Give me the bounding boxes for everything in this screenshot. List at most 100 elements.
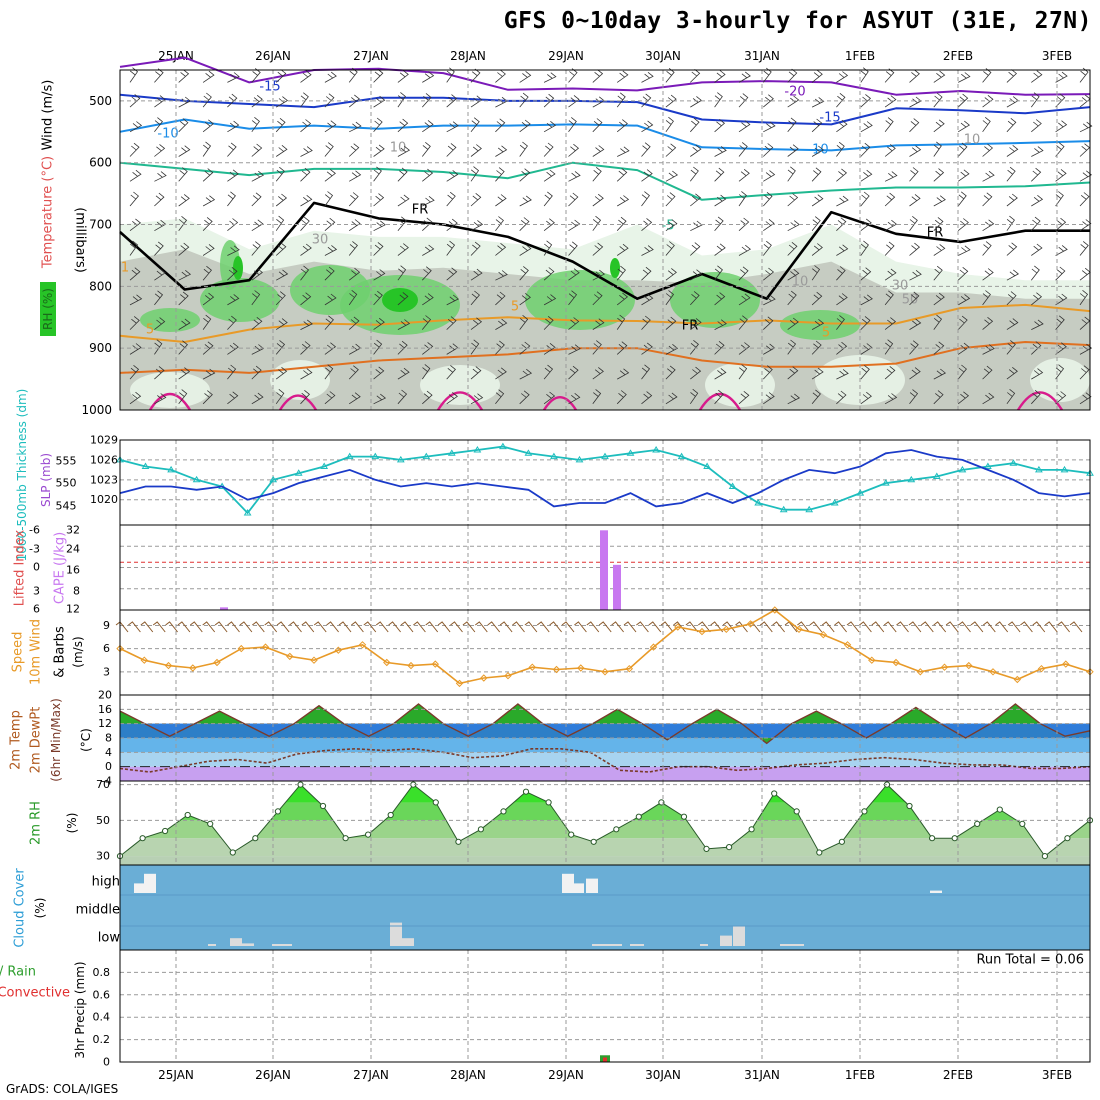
wind-barb <box>324 245 338 256</box>
side-label-rh: RH (%) <box>41 288 55 330</box>
rh2m-marker <box>522 788 530 795</box>
wind-barb <box>763 218 775 232</box>
wind-speed-marker <box>334 646 343 654</box>
wind-barb <box>446 240 456 256</box>
wind-barb <box>1006 291 1017 306</box>
wind-barb <box>738 315 748 330</box>
wind-barb <box>275 117 286 133</box>
wind-barb <box>714 194 727 207</box>
rh2m-marker <box>1019 820 1026 828</box>
thickness-marker <box>575 455 584 463</box>
contour-label: 5 <box>822 326 830 341</box>
wind-barb <box>129 142 140 157</box>
wind-barb <box>154 117 163 133</box>
wind-barb <box>1079 343 1093 355</box>
wind-barb <box>519 217 530 231</box>
wind-barb <box>738 293 751 306</box>
wind-barb <box>495 194 507 207</box>
wind-barb <box>811 118 823 133</box>
wind-barb <box>641 169 653 182</box>
wind-speed-marker <box>358 641 367 649</box>
rh2m-tick-label: 30 <box>96 850 110 863</box>
wind-barb <box>811 194 824 207</box>
wind-barb <box>763 191 773 207</box>
rh2m-marker <box>590 838 597 845</box>
pressure-tick-label: 800 <box>89 279 112 293</box>
temp-tick-label: 20 <box>98 689 112 702</box>
wind-speed-marker <box>868 656 876 664</box>
wind-barb <box>178 242 190 256</box>
wind-barb <box>763 365 773 380</box>
wind-barb <box>836 369 849 380</box>
cloud-low-trace <box>592 944 622 946</box>
slp-tick-label: 1023 <box>90 473 118 486</box>
wind-barb <box>129 67 139 83</box>
wind-barb <box>811 69 823 83</box>
rh-dry-pocket-2 <box>420 365 500 405</box>
bottom-day-label-27JAN: 27JAN <box>353 1068 389 1082</box>
wind-speed-marker <box>140 656 149 664</box>
top-day-label-2FEB: 2FEB <box>943 49 973 63</box>
wind-speed-marker <box>286 652 294 661</box>
cape-tick-label: 8 <box>73 585 80 598</box>
wind-barb <box>860 364 870 380</box>
thickness-tick-label: 555 <box>56 455 77 468</box>
wind-barb <box>884 290 894 306</box>
wind-barb <box>129 294 143 306</box>
wind-barb <box>154 241 164 256</box>
wind-barb <box>275 291 286 306</box>
rh2m-marker <box>748 826 755 833</box>
temp-tick-label: 12 <box>98 717 112 730</box>
wind-barb <box>251 392 264 405</box>
wind-barb <box>300 92 309 108</box>
temp-units: (°C) <box>79 728 93 752</box>
wind-barb-10m <box>252 621 265 633</box>
wind-barb <box>884 317 897 330</box>
cloud-low-trace <box>630 944 644 946</box>
wind-barb <box>982 192 993 207</box>
cape-tick-label: 24 <box>66 543 80 556</box>
wind-barb <box>958 72 971 83</box>
thickness-marker <box>677 452 686 460</box>
cloud-ylabel: Cloud Cover <box>13 868 28 948</box>
wind-barb <box>275 318 288 330</box>
wind-barb <box>324 169 336 182</box>
wind-barb <box>616 292 629 306</box>
wind-barb <box>495 167 505 182</box>
wind-barb-10m <box>921 621 934 633</box>
wind-barb <box>422 71 435 83</box>
temp-tick-label: 0 <box>105 760 112 773</box>
rh2m-marker <box>929 835 936 842</box>
rh2m-marker <box>207 820 214 828</box>
wind-barb <box>836 266 846 281</box>
wind-barb-10m <box>908 621 922 633</box>
wind-barb <box>324 315 334 330</box>
thickness-marker <box>779 505 788 513</box>
wind-barb-10m <box>239 621 253 633</box>
wind-barb-10m <box>214 621 228 633</box>
wind-barb <box>446 191 456 207</box>
wind-barb <box>957 120 970 133</box>
wind-barb <box>982 365 993 380</box>
wind-barb <box>275 144 288 157</box>
wind-barb <box>665 241 675 256</box>
wind-barb <box>860 294 873 306</box>
wind-speed-marker <box>771 606 779 614</box>
wind-barb <box>129 316 140 330</box>
thickness-marker <box>703 462 711 469</box>
thickness-marker <box>830 499 839 506</box>
wind-barb <box>422 217 433 231</box>
wind-barb <box>446 67 455 83</box>
wind-barb <box>519 70 532 83</box>
wind-barb <box>324 120 337 133</box>
thickness-tick-label: 545 <box>56 500 77 513</box>
wind-barb-10m <box>413 621 426 633</box>
wind-barb-10m <box>400 621 414 633</box>
wind-barb <box>933 368 947 380</box>
wind-barb <box>787 366 799 380</box>
wind-barb <box>154 290 164 306</box>
wind-barb <box>617 368 630 380</box>
wind-barb-10m <box>772 621 785 633</box>
wind-barb <box>324 364 334 380</box>
wind-barb <box>543 342 556 355</box>
